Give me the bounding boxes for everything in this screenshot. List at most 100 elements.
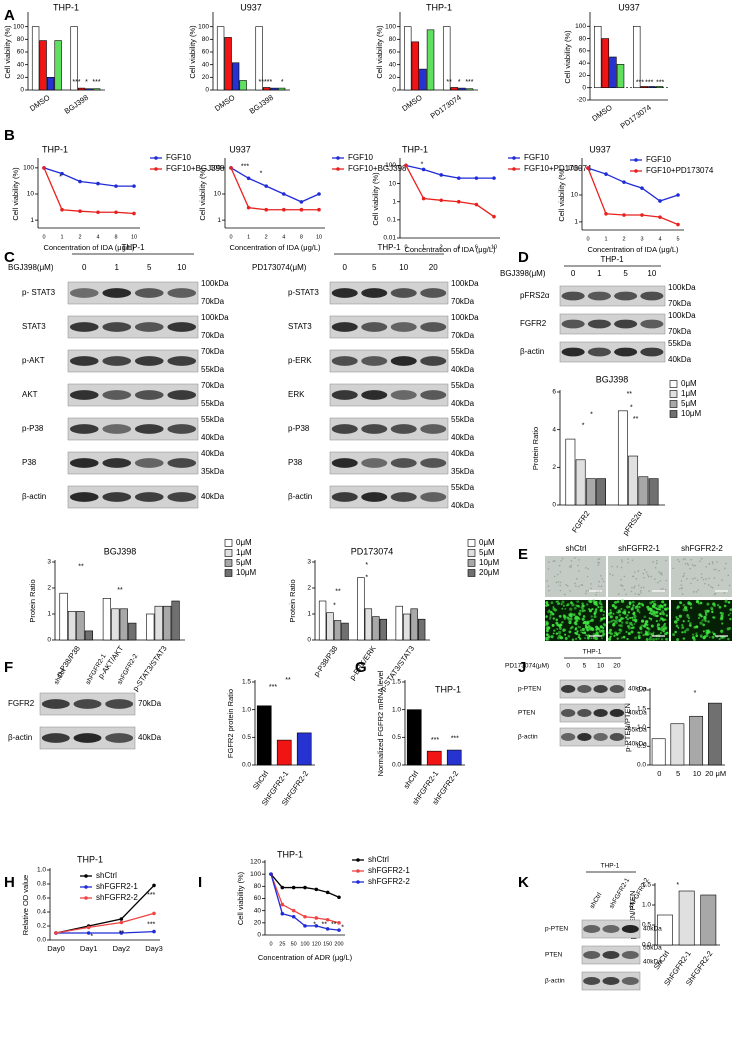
gfp-cell bbox=[610, 620, 613, 623]
blot-band bbox=[134, 458, 164, 468]
gfp-cell bbox=[590, 637, 593, 640]
x-tick-label: p-ERK/ERK bbox=[348, 644, 378, 682]
gfp-cell bbox=[719, 617, 724, 621]
y-tick-label: 0.0 bbox=[642, 942, 651, 949]
gfp-cell bbox=[615, 611, 618, 614]
blot-membrane bbox=[559, 727, 626, 747]
image-label: shCtrl bbox=[566, 544, 587, 553]
gfp-cell bbox=[586, 622, 589, 626]
legend-label: 20μM bbox=[479, 568, 500, 577]
blot-row-label: P38 bbox=[288, 458, 303, 467]
gfp-cell bbox=[567, 617, 570, 620]
gfp-cell bbox=[600, 617, 604, 621]
blot-band bbox=[587, 347, 611, 357]
gfp-cell bbox=[582, 615, 586, 619]
gfp-cell bbox=[578, 636, 581, 639]
gfp-cell bbox=[632, 612, 636, 616]
blot-band bbox=[167, 322, 197, 332]
cell bbox=[547, 585, 550, 587]
gfp-cell bbox=[654, 610, 658, 614]
gfp-cell bbox=[702, 623, 706, 627]
gfp-cell bbox=[640, 624, 644, 628]
y-tick-label: 60 bbox=[579, 48, 587, 55]
gfp-cell bbox=[683, 606, 688, 610]
x-tick-label: pFRS2α bbox=[621, 509, 645, 537]
gfp-cell bbox=[564, 633, 567, 636]
bar bbox=[262, 87, 271, 91]
gfp-cell bbox=[615, 619, 619, 622]
cell bbox=[632, 575, 634, 578]
cell bbox=[705, 578, 707, 580]
y-tick-label: 0.5 bbox=[642, 922, 651, 929]
cell bbox=[692, 577, 694, 580]
cell bbox=[600, 575, 602, 577]
blot-band bbox=[69, 424, 99, 434]
cell bbox=[548, 561, 550, 563]
blot-band bbox=[640, 347, 664, 357]
point bbox=[676, 193, 680, 197]
blot-band bbox=[134, 322, 164, 332]
gfp-cell bbox=[597, 606, 600, 609]
cell bbox=[563, 593, 566, 596]
bar bbox=[651, 738, 666, 766]
panel-label: I bbox=[198, 874, 202, 891]
blot-band bbox=[331, 288, 358, 298]
blot-membrane bbox=[559, 703, 626, 723]
cell bbox=[559, 571, 562, 573]
point bbox=[280, 885, 285, 890]
blot-band bbox=[390, 322, 417, 332]
chart-title: THP-1 bbox=[277, 849, 303, 859]
point bbox=[622, 213, 626, 217]
legend-swatch bbox=[669, 390, 678, 398]
blot-row-label: β-actin bbox=[22, 492, 46, 501]
x-tick-label: FGFR2 bbox=[570, 509, 591, 534]
cell bbox=[635, 578, 638, 580]
blot-band bbox=[102, 322, 132, 332]
cell bbox=[723, 567, 726, 570]
blot-row-label: p-P38 bbox=[288, 424, 310, 433]
gfp-cell bbox=[651, 600, 654, 603]
annotation: ** bbox=[446, 79, 452, 86]
y-tick-label: 0.4 bbox=[37, 909, 46, 916]
x-tick-label: Day1 bbox=[80, 944, 98, 953]
kda-marker: 40kDa bbox=[451, 433, 475, 442]
blot-band bbox=[331, 322, 358, 332]
x-tick-label: 25 bbox=[279, 941, 285, 947]
gfp-cell bbox=[599, 625, 603, 629]
gfp-cell bbox=[590, 615, 593, 618]
kda-marker: 40kDa bbox=[451, 449, 475, 458]
y-tick-label: 80 bbox=[17, 36, 25, 43]
y-tick-label: 4 bbox=[552, 426, 556, 433]
legend-label: FGF10+PD173074 bbox=[524, 164, 592, 173]
gfp-cell bbox=[653, 603, 657, 607]
gfp-cell bbox=[626, 617, 630, 621]
blot-band bbox=[390, 458, 417, 468]
gfp-cell bbox=[555, 621, 559, 625]
blot-row-label: PTEN bbox=[545, 952, 563, 959]
gfp-cell bbox=[550, 601, 554, 605]
point bbox=[474, 176, 479, 180]
cell bbox=[627, 561, 629, 564]
kda-marker: 40kDa bbox=[628, 710, 647, 717]
gfp-cell bbox=[675, 624, 679, 628]
bar bbox=[593, 25, 602, 89]
point bbox=[152, 883, 156, 888]
blot-band bbox=[577, 685, 592, 693]
line bbox=[230, 167, 320, 203]
cell bbox=[634, 593, 637, 595]
cell bbox=[640, 586, 643, 589]
gfp-cell bbox=[651, 637, 656, 642]
cell bbox=[620, 584, 622, 586]
point bbox=[152, 911, 156, 916]
gfp-cell bbox=[650, 624, 654, 628]
blot-row-label: β-actin bbox=[288, 492, 312, 501]
gfp-cell bbox=[545, 636, 549, 641]
x-tick-label: 10 bbox=[316, 234, 322, 240]
gfp-cell bbox=[653, 600, 656, 603]
point bbox=[314, 916, 319, 920]
bar bbox=[410, 608, 418, 641]
cell bbox=[664, 588, 667, 591]
x-tick-label: 8 bbox=[300, 234, 303, 240]
kda-marker: 55kDa bbox=[201, 415, 225, 424]
